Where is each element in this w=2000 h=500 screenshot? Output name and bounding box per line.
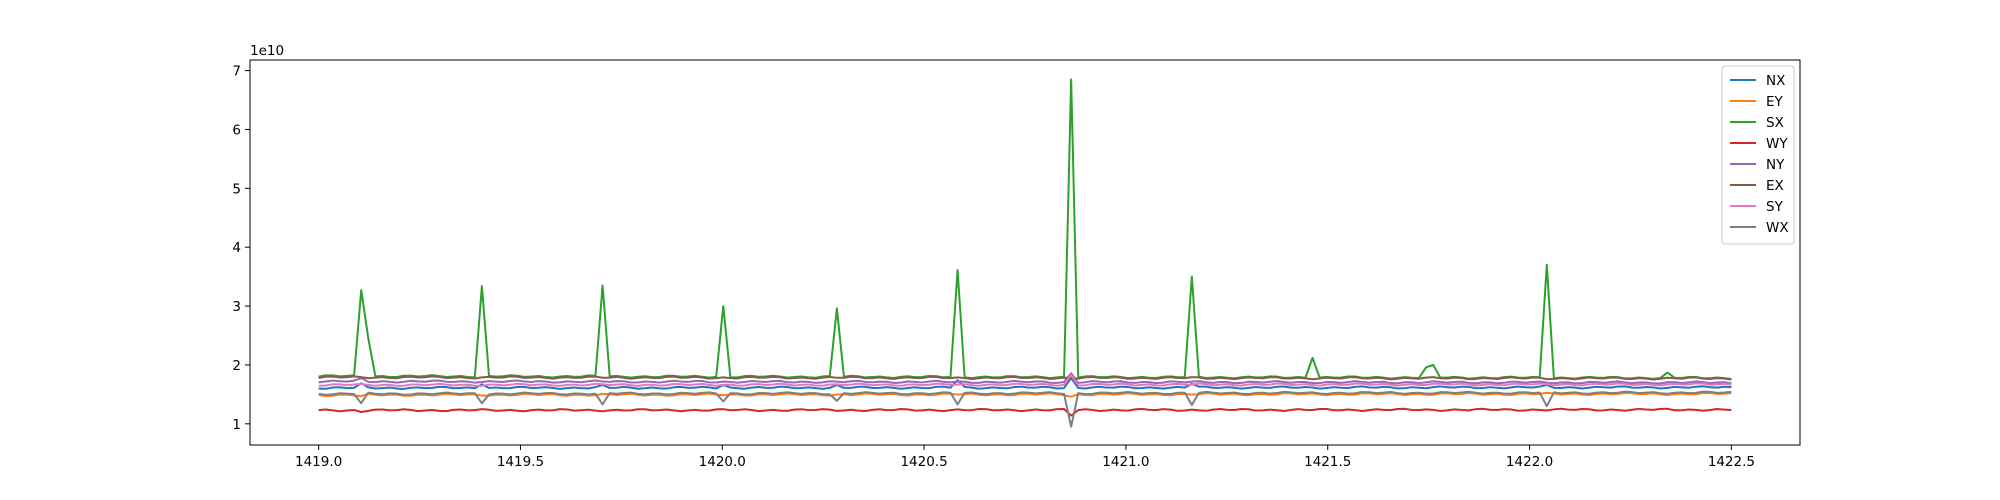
y-tick-label: 7 bbox=[232, 64, 241, 80]
legend-label-ey: EY bbox=[1766, 94, 1784, 110]
y-tick-label: 4 bbox=[232, 240, 241, 256]
x-tick-label: 1421.5 bbox=[1304, 454, 1351, 470]
y-tick-label: 1 bbox=[232, 417, 241, 433]
legend-label-sx: SX bbox=[1766, 115, 1784, 131]
y-offset-label: 1e10 bbox=[250, 43, 284, 59]
x-tick-label: 1421.0 bbox=[1102, 454, 1149, 470]
y-tick-label: 2 bbox=[232, 358, 241, 374]
legend-label-wx: WX bbox=[1766, 220, 1789, 236]
x-tick-label: 1422.0 bbox=[1506, 454, 1553, 470]
y-tick-label: 3 bbox=[232, 299, 241, 315]
x-tick-label: 1420.0 bbox=[699, 454, 746, 470]
x-tick-label: 1419.5 bbox=[497, 454, 544, 470]
x-tick-label: 1422.5 bbox=[1708, 454, 1755, 470]
legend-box bbox=[1722, 66, 1794, 244]
legend-label-nx: NX bbox=[1766, 73, 1785, 89]
legend-label-ex: EX bbox=[1766, 178, 1784, 194]
legend: NX EY SX WY NY EX SY WX bbox=[1722, 66, 1794, 244]
y-tick-label: 6 bbox=[232, 122, 241, 138]
y-tick-label: 5 bbox=[232, 181, 241, 197]
x-tick-label: 1419.0 bbox=[295, 454, 342, 470]
legend-label-wy: WY bbox=[1766, 136, 1788, 152]
x-tick-label: 1420.5 bbox=[900, 454, 947, 470]
legend-label-ny: NY bbox=[1766, 157, 1785, 173]
legend-label-sy: SY bbox=[1766, 199, 1784, 215]
